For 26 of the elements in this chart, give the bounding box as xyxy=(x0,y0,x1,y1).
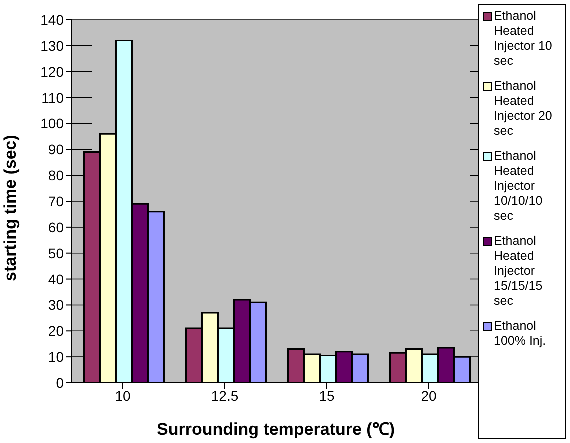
y-tick-label: 110 xyxy=(42,90,64,106)
y-tick-label: 0 xyxy=(56,374,64,391)
legend-label: Ethanol 100% Inj. xyxy=(494,319,548,349)
legend-label: Ethanol Heated Injector 20 sec xyxy=(494,79,554,139)
y-tick-label: 120 xyxy=(40,64,64,80)
y-tick-label: 20 xyxy=(48,323,64,340)
y-tick-label: 70 xyxy=(48,193,64,210)
y-tick-label: 130 xyxy=(40,38,64,54)
x-tick-label: 20 xyxy=(421,388,437,404)
legend-label: Ethanol Heated Injector 15/15/15 sec xyxy=(494,234,544,309)
y-tick-label: 10 xyxy=(48,349,64,366)
y-tick-label: 90 xyxy=(48,142,64,158)
y-tick-label: 80 xyxy=(48,168,64,184)
y-tick-label: 30 xyxy=(48,297,64,314)
y-tick-label: 40 xyxy=(48,271,64,288)
x-tick-label: 15 xyxy=(319,388,335,404)
legend-label: Ethanol Heated Injector 10 sec xyxy=(494,9,554,69)
x-axis-title: Surrounding temperature (℃) xyxy=(156,420,396,439)
y-tick-label: 140 xyxy=(40,12,64,28)
y-tick-label: 100 xyxy=(40,116,64,132)
legend-label: Ethanol Heated Injector 10/10/10 sec xyxy=(494,149,544,224)
y-tick-label: 60 xyxy=(48,219,64,236)
y-tick-label: 50 xyxy=(48,245,64,262)
x-tick-label: 10 xyxy=(115,388,131,404)
y-axis-title: starting time (sec) xyxy=(1,135,20,282)
x-tick-label: 12.5 xyxy=(211,388,239,404)
